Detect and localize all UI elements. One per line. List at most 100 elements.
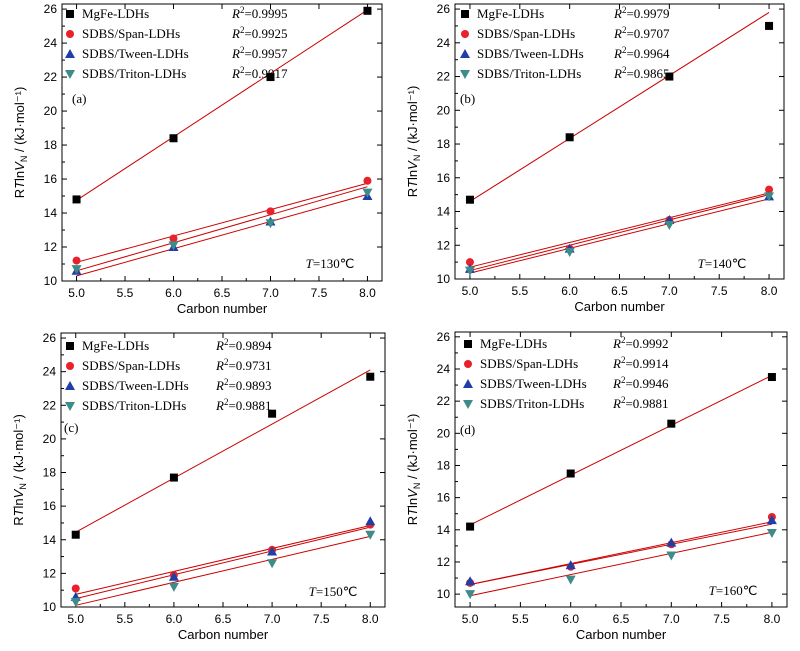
data-point: [766, 515, 777, 525]
y-tick-label: 22: [437, 394, 451, 408]
legend-marker: [464, 360, 472, 368]
y-tick-label: 12: [43, 566, 57, 580]
y-axis-title: RTlnVN / (kJ·mol⁻¹): [12, 87, 29, 199]
data-point: [667, 419, 676, 428]
x-axis-title: Carbon number: [576, 627, 667, 642]
y-tick-label: 10: [437, 272, 451, 286]
data-point: [71, 530, 80, 539]
legend-entry: SDBS/Triton-LDHs: [477, 66, 581, 81]
legend-marker: [460, 49, 470, 58]
x-tick-label: 5.0: [68, 286, 85, 300]
data-point: [365, 516, 376, 526]
data-point: [71, 584, 80, 593]
data-point: [666, 551, 677, 561]
legend-marker: [461, 10, 469, 18]
legend-marker: [461, 30, 469, 38]
legend-marker: [464, 340, 472, 348]
y-tick-label: 18: [437, 458, 451, 472]
data-point: [565, 560, 576, 570]
legend-entry: SDBS/Triton-LDHs: [82, 66, 186, 81]
y-tick-label: 24: [437, 362, 451, 376]
legend-entry: MgFe-LDHs: [480, 336, 547, 351]
temperature-label: T=130℃: [306, 256, 355, 271]
legend-entry: SDBS/Tween-LDHs: [477, 46, 584, 61]
legend: MgFe-LDHs R2=0.9894 SDBS/Span-LDHs R2=0.973…: [65, 337, 272, 413]
data-point: [267, 546, 278, 556]
legend: MgFe-LDHs R2=0.9992 SDBS/Span-LDHs R2=0.991…: [463, 335, 669, 411]
x-tick-label: 7.5: [711, 284, 728, 298]
panel-label: (b): [460, 91, 475, 106]
y-axis-title: RTlnVN / (kJ·mol⁻¹): [405, 414, 422, 526]
x-tick-label: 5.5: [116, 612, 133, 626]
data-point: [565, 133, 574, 142]
data-point: [363, 176, 372, 185]
data-point: [465, 258, 474, 267]
legend-r2: R2=0.9917: [231, 65, 288, 81]
data-point: [565, 575, 576, 585]
x-tick-label: 5.5: [511, 284, 528, 298]
x-tick-label: 6.0: [561, 284, 578, 298]
legend-r2: R2=0.9914: [612, 355, 669, 371]
data-point: [268, 409, 277, 418]
legend-r2: R2=0.9979: [613, 5, 670, 21]
temperature-label: T=150℃: [309, 584, 358, 599]
legend-entry: SDBS/Tween-LDHs: [82, 378, 189, 393]
y-tick-label: 14: [437, 205, 451, 219]
x-tick-label: 7.0: [661, 284, 678, 298]
x-tick-label: 7.0: [264, 612, 281, 626]
data-point: [566, 469, 575, 478]
chart-panel-4: 5.0 5.5 6.0 6.5 7.0 7.5 8.0 10 12 14 16 18 20 22 24 26 C…: [405, 330, 788, 642]
y-axis-title: RTlnVN / (kJ·mol⁻¹): [405, 86, 422, 198]
x-tick-label: 7.0: [663, 612, 680, 626]
panel-label: (a): [72, 91, 86, 106]
legend-r2: R2=0.9964: [613, 45, 670, 61]
legend-entry: SDBS/Span-LDHs: [82, 358, 180, 373]
y-tick-label: 24: [43, 365, 57, 379]
legend: MgFe-LDHs R2=0.9979 SDBS/Span-LDHs R2=0.970…: [460, 5, 670, 81]
legend-entry: SDBS/Span-LDHs: [477, 26, 575, 41]
x-tick-label: 6.5: [214, 286, 231, 300]
y-tick-label: 10: [437, 587, 451, 601]
legend-r2: R2=0.9992: [612, 335, 669, 351]
fit-line: [76, 9, 368, 201]
legend-entry: SDBS/Triton-LDHs: [82, 398, 186, 413]
legend-marker: [66, 10, 74, 18]
y-tick-label: 16: [437, 171, 451, 185]
x-tick-label: 7.0: [262, 286, 279, 300]
data-point: [764, 192, 775, 202]
data-point: [168, 241, 179, 251]
fit-line: [75, 369, 371, 533]
y-tick-label: 10: [43, 600, 57, 614]
data-point: [465, 576, 476, 586]
data-point: [466, 522, 475, 531]
chart-panel-1: 5.0 5.5 6.0 6.5 7.0 7.5 8.0 10 12 14 16 18 20 22 24 26 C…: [12, 2, 383, 316]
data-point: [765, 185, 774, 194]
y-tick-label: 24: [44, 36, 58, 50]
data-point: [365, 530, 376, 540]
legend-entry: SDBS/Tween-LDHs: [480, 376, 587, 391]
fit-line: [469, 192, 770, 268]
x-tick-label: 5.0: [67, 612, 84, 626]
fit-line: [76, 182, 368, 263]
y-tick-label: 18: [43, 466, 57, 480]
y-tick-label: 26: [44, 2, 58, 16]
panel-label: (c): [64, 420, 78, 435]
x-tick-label: 8.0: [359, 286, 376, 300]
legend-r2: R2=0.9946: [612, 375, 669, 391]
legend-r2: R2=0.9894: [215, 337, 272, 353]
y-tick-label: 16: [43, 499, 57, 513]
legend-marker: [65, 402, 75, 411]
y-tick-label: 10: [44, 274, 58, 288]
legend-r2: R2=0.9707: [613, 25, 670, 41]
legend-r2: R2=0.9957: [231, 45, 288, 61]
data-point: [169, 134, 178, 143]
data-point: [366, 372, 375, 381]
chart-panel-2: 5.0 5.5 6.0 6.5 7.0 7.5 8.0 10 12 14 16 18 20 22 24 26 C…: [405, 2, 785, 314]
y-tick-label: 24: [437, 36, 451, 50]
fit-line: [469, 198, 770, 274]
x-tick-label: 5.0: [462, 612, 479, 626]
y-tick-label: 20: [44, 104, 58, 118]
x-tick-label: 6.0: [562, 612, 579, 626]
data-point: [70, 597, 81, 607]
data-point: [169, 234, 178, 243]
